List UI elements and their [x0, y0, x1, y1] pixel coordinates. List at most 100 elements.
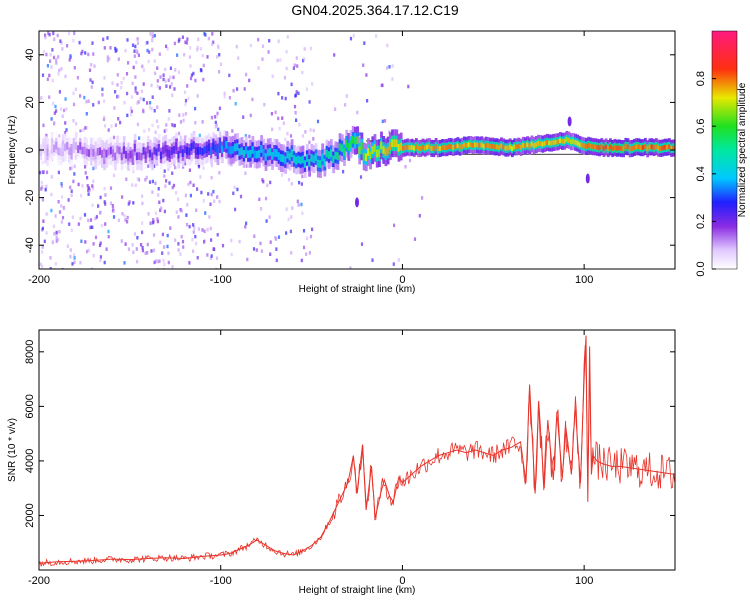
ridge-cell: [563, 138, 567, 144]
ridge-cell: [214, 144, 218, 153]
noise-point: [174, 238, 177, 242]
ridge-cell: [186, 147, 189, 155]
noise-point: [49, 256, 52, 260]
noise-point: [155, 119, 159, 123]
ridge-cell: [508, 144, 512, 150]
noise-point: [198, 133, 201, 138]
ridge-cell: [111, 149, 115, 158]
noise-point: [113, 106, 116, 110]
noise-point: [181, 35, 184, 39]
noise-point: [207, 36, 210, 41]
noise-point: [359, 175, 363, 179]
ridge-cell: [399, 142, 403, 151]
noise-point: [228, 162, 231, 166]
noise-point: [146, 164, 149, 168]
ridge-cell: [212, 142, 215, 151]
noise-point: [111, 81, 114, 85]
noise-point: [83, 95, 86, 100]
noise-point: [107, 229, 110, 234]
ridge-cell: [511, 146, 514, 151]
noise-point: [72, 102, 76, 107]
noise-point: [57, 238, 60, 242]
noise-point: [98, 243, 102, 248]
ridge-cell: [532, 143, 536, 148]
ridge-cell: [330, 149, 333, 157]
ridge-cell: [436, 146, 440, 152]
ridge-cell: [109, 146, 113, 155]
noise-point: [151, 190, 154, 194]
ridge-cell: [497, 145, 501, 150]
noise-point: [216, 195, 219, 199]
noise-point: [285, 231, 288, 235]
noise-point: [120, 85, 123, 90]
noise-point: [407, 84, 410, 89]
ridge-cell: [101, 150, 104, 158]
ridge-cell: [423, 145, 427, 151]
noise-point: [48, 32, 51, 37]
noise-point: [260, 207, 263, 211]
noise-point: [45, 133, 48, 138]
noise-point: [386, 43, 389, 48]
noise-point: [157, 125, 160, 129]
ridge-cell: [500, 143, 503, 149]
noise-point: [380, 83, 383, 88]
noise-point: [360, 242, 364, 246]
noise-point: [212, 40, 215, 45]
ridge-cell: [166, 148, 170, 157]
noise-point: [213, 115, 216, 119]
noise-point: [58, 230, 61, 234]
noise-point: [185, 213, 188, 217]
noise-point: [41, 250, 44, 254]
noise-point: [87, 218, 90, 223]
noise-point: [134, 44, 137, 49]
noise-point: [45, 231, 48, 235]
noise-point: [189, 46, 192, 50]
noise-point: [43, 239, 46, 244]
noise-point: [91, 225, 94, 229]
noise-point: [89, 218, 93, 222]
noise-point: [104, 124, 107, 128]
noise-point: [75, 122, 78, 126]
ridge-cell: [535, 142, 538, 147]
noise-point: [69, 54, 72, 58]
ridge-cell: [489, 143, 492, 149]
ridge-cell: [310, 154, 314, 162]
noise-point: [55, 58, 58, 62]
noise-point: [267, 50, 270, 54]
ridge-cell: [131, 153, 135, 161]
noise-point: [274, 110, 277, 115]
noise-point: [87, 186, 90, 190]
ridge-cell: [192, 141, 196, 149]
noise-point: [184, 102, 187, 106]
noise-point: [88, 68, 92, 72]
noise-point: [136, 122, 139, 127]
noise-point: [115, 48, 118, 52]
ridge-cell: [596, 144, 599, 150]
noise-point: [176, 53, 179, 57]
noise-point: [141, 221, 144, 225]
noise-point: [265, 219, 268, 223]
ridge-cell: [432, 146, 436, 151]
noise-point: [149, 221, 152, 226]
noise-point: [177, 70, 180, 74]
snr-line: [39, 335, 675, 564]
noise-point: [189, 76, 193, 81]
ridge-cell: [57, 147, 61, 156]
noise-point: [137, 178, 141, 182]
noise-point: [163, 169, 166, 173]
noise-point: [169, 226, 172, 230]
snr-frame: [38, 329, 676, 571]
ridge-cell: [552, 140, 556, 145]
ridge-cell: [582, 143, 586, 149]
ridge-cell: [548, 140, 551, 146]
noise-point: [54, 104, 57, 109]
ridge-cell: [340, 144, 344, 153]
noise-point: [48, 95, 51, 99]
noise-point: [270, 112, 273, 116]
ridge-cell: [648, 144, 652, 150]
noise-point: [135, 247, 138, 251]
noise-point: [212, 189, 215, 194]
noise-point: [104, 193, 107, 197]
noise-point: [214, 120, 217, 125]
